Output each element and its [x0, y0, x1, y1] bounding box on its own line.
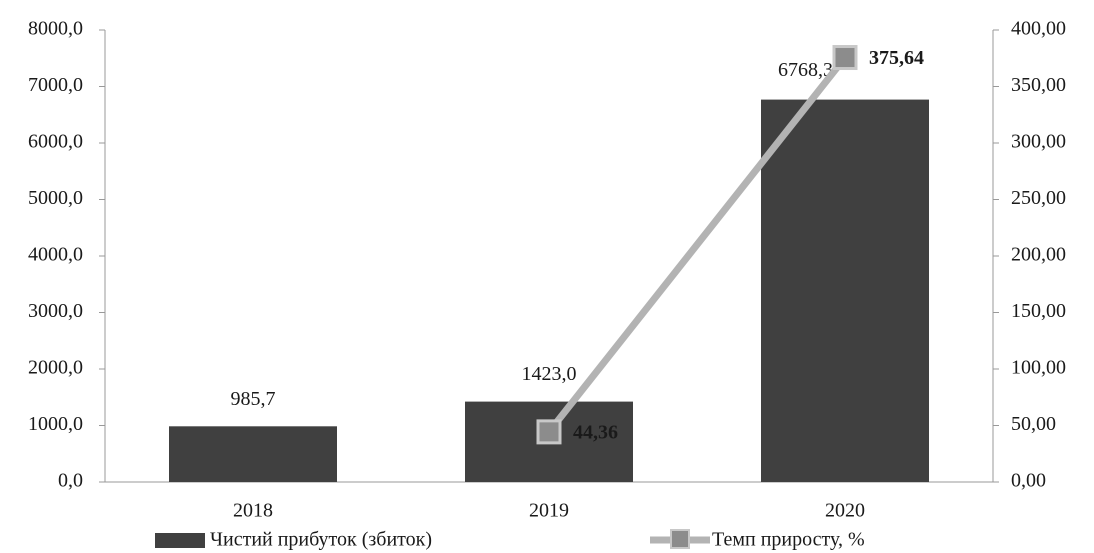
y-tick-label: 1000,0	[28, 413, 83, 435]
legend-label: Темп приросту, %	[712, 529, 865, 551]
x-tick-label: 2020	[825, 500, 865, 522]
line-value-label: 375,64	[869, 47, 924, 69]
y-tick-label: 4000,0	[28, 244, 83, 266]
legend-label: Чистий прибуток (збиток)	[210, 529, 432, 551]
y2-tick-label: 300,00	[1011, 131, 1066, 153]
y-tick-label: 2000,0	[28, 357, 83, 379]
y2-tick-label: 150,00	[1011, 300, 1066, 322]
y-tick-label: 5000,0	[28, 187, 83, 209]
line-marker	[536, 419, 562, 445]
y2-tick-label: 350,00	[1011, 74, 1066, 96]
legend-swatch-marker	[670, 529, 690, 549]
y-tick-label: 8000,0	[28, 18, 83, 40]
y2-tick-label: 0,00	[1011, 470, 1046, 492]
x-tick-label: 2019	[529, 500, 569, 522]
x-tick-label: 2018	[233, 500, 273, 522]
bar	[169, 426, 337, 482]
y-tick-label: 6000,0	[28, 131, 83, 153]
y-tick-label: 3000,0	[28, 300, 83, 322]
legend-swatch	[155, 533, 205, 548]
bar-value-label: 985,7	[231, 388, 276, 410]
line-value-label: 44,36	[573, 421, 618, 443]
bar-value-label: 1423,0	[522, 363, 577, 385]
line	[546, 55, 848, 435]
y2-tick-label: 200,00	[1011, 244, 1066, 266]
y2-tick-label: 100,00	[1011, 357, 1066, 379]
y2-tick-label: 50,00	[1011, 413, 1056, 435]
bar	[761, 99, 929, 482]
y-tick-label: 0,0	[58, 470, 83, 492]
line-marker	[832, 45, 858, 71]
y2-tick-label: 400,00	[1011, 18, 1066, 40]
bar-value-label: 6768,3	[778, 59, 833, 81]
y-tick-label: 7000,0	[28, 74, 83, 96]
y2-tick-label: 250,00	[1011, 187, 1066, 209]
